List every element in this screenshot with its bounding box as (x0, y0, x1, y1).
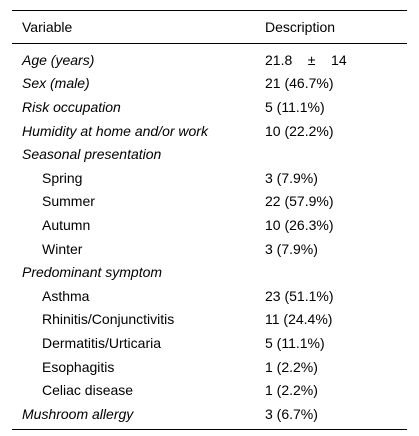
row-description: 23 (51.1%) (265, 287, 334, 304)
table-row: Humidity at home and/or work 10 (22.2%) (12, 119, 407, 143)
table-row: Mushroom allergy 3 (6.7%) (12, 402, 407, 426)
header-variable: Variable (22, 19, 73, 35)
row-variable: Summer (42, 193, 95, 210)
row-description: 10 (22.2%) (265, 122, 334, 139)
row-variable: Dermatitis/Urticaria (42, 334, 162, 351)
row-description: 10 (26.3%) (265, 216, 334, 233)
table-row: Predominant symptom (12, 260, 407, 284)
row-variable: Celiac disease (42, 382, 134, 399)
row-description: 21 (46.7%) (265, 75, 334, 92)
row-description: 5 (11.1%) (265, 334, 325, 351)
table-row: Summer 22 (57.9%) (12, 190, 407, 214)
row-description: 21.8 ± 14 (265, 51, 347, 68)
row-variable: Mushroom allergy (22, 405, 134, 422)
row-description: 11 (24.4%) (265, 311, 333, 328)
row-variable: Humidity at home and/or work (22, 122, 208, 139)
row-variable: Age (years) (22, 51, 95, 68)
row-description: 3 (7.9%) (265, 169, 318, 186)
table-row: Autumn 10 (26.3%) (12, 213, 407, 237)
row-variable: Asthma (42, 287, 90, 304)
table-row: Dermatitis/Urticaria 5 (11.1%) (12, 331, 407, 355)
table-row: Spring 3 (7.9%) (12, 166, 407, 190)
row-variable: Esophagitis (42, 358, 115, 375)
row-variable: Spring (42, 169, 83, 186)
table-row: Risk occupation 5 (11.1%) (12, 95, 407, 119)
row-description: 1 (2.2%) (265, 358, 318, 375)
table-row: Seasonal presentation (12, 142, 407, 166)
row-variable: Predominant symptom (22, 264, 163, 281)
data-table: Variable Description Age (years) 21.8 ± 1… (12, 10, 407, 430)
row-description: 3 (6.7%) (265, 405, 318, 422)
table-body: Age (years) 21.8 ± 14 Sex (male) 21 (46.7%)… (12, 44, 407, 429)
row-variable: Autumn (42, 216, 91, 233)
table-row: Age (years) 21.8 ± 14 (12, 48, 407, 72)
row-description: 5 (11.1%) (265, 98, 325, 115)
row-variable: Sex (male) (22, 75, 90, 92)
row-variable: Risk occupation (22, 98, 121, 115)
row-variable: Winter (42, 240, 83, 257)
row-description: 1 (2.2%) (265, 382, 318, 399)
row-description: 22 (57.9%) (265, 193, 334, 210)
table-row: Winter 3 (7.9%) (12, 237, 407, 261)
row-description: 3 (7.9%) (265, 240, 318, 257)
table-row: Asthma 23 (51.1%) (12, 284, 407, 308)
table-row: Celiac disease 1 (2.2%) (12, 378, 407, 402)
table-row: Esophagitis 1 (2.2%) (12, 355, 407, 379)
table-row: Sex (male) 21 (46.7%) (12, 72, 407, 96)
header-description: Description (265, 19, 336, 35)
row-variable: Seasonal presentation (22, 146, 162, 163)
table-row: Rhinitis/Conjunctivitis 11 (24.4%) (12, 308, 407, 332)
row-variable: Rhinitis/Conjunctivitis (42, 311, 175, 328)
table-header: Variable Description (12, 11, 407, 44)
